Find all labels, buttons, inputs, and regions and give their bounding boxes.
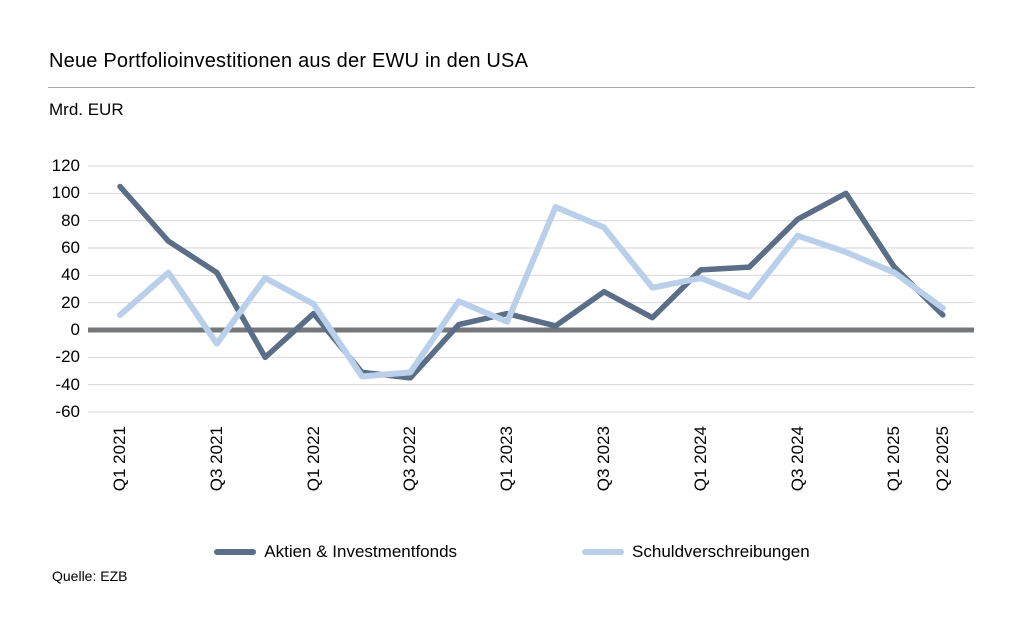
legend-label-aktien: Aktien & Investmentfonds (264, 542, 458, 561)
source-note: Quelle: EZB (52, 568, 128, 584)
y-tick-label: 100 (51, 183, 80, 203)
x-tick-label: Q1 2022 (303, 426, 323, 492)
series-line-aktien (117, 183, 946, 381)
x-tick-label: Q3 2022 (400, 426, 420, 492)
y-tick-label: -40 (55, 374, 80, 394)
x-tick-label: Q1 2023 (497, 426, 517, 492)
x-tick-label: Q3 2021 (206, 426, 226, 492)
x-tick-label: Q1 2024 (690, 426, 710, 492)
y-tick-label: 20 (61, 292, 80, 312)
y-tick-label: 40 (61, 265, 80, 285)
y-tick-label: -20 (55, 347, 80, 367)
x-tick-label: Q3 2023 (594, 426, 613, 492)
chart-title: Neue Portfolioinvestitionen aus der EWU … (49, 50, 529, 72)
legend-item-aktien: Aktien & Investmentfonds (214, 542, 457, 562)
x-tick-label: Q1 2025 (884, 426, 904, 492)
legend-label-schuldverschreibungen: Schuldverschreibungen (632, 542, 810, 561)
title-divider (48, 87, 975, 88)
series-line-schuldverschreibungen (117, 204, 946, 380)
legend-swatch-schuldverschreibungen (582, 549, 625, 555)
legend: Aktien & Investmentfonds Schuldverschrei… (0, 542, 1024, 562)
x-tick-label: Q3 2024 (787, 426, 807, 492)
plot-area (88, 165, 974, 413)
x-tick-label: Q2 2025 (932, 426, 952, 492)
legend-item-schuldverschreibungen: Schuldverschreibungen (582, 542, 810, 562)
y-tick-label: 80 (61, 210, 80, 230)
legend-swatch-aktien (214, 549, 257, 555)
y-tick-label: 120 (51, 156, 80, 175)
y-tick-label: 60 (61, 238, 80, 257)
y-tick-label: -60 (55, 402, 80, 421)
x-tick-label: Q1 2021 (110, 426, 129, 492)
unit-label: Mrd. EUR (49, 100, 124, 119)
y-tick-label: 0 (70, 320, 80, 339)
